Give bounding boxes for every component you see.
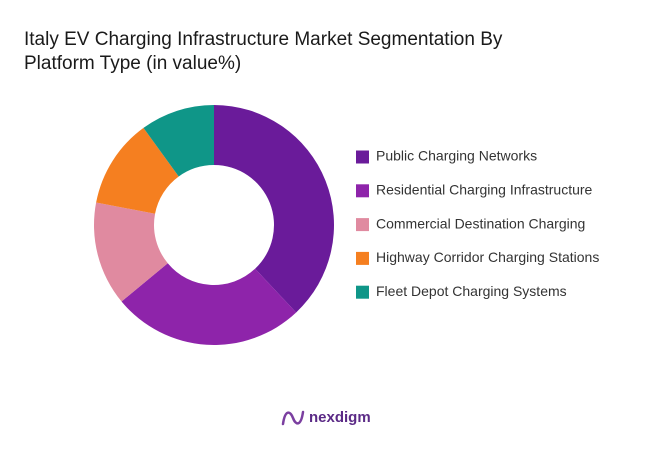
legend-label: Commercial Destination Charging [376,215,585,231]
logo-icon [281,410,305,426]
chart-title: Platform Type (in value%) [24,53,241,74]
legend-swatch [356,150,369,164]
legend-label: Highway Corridor Charging Stations [376,249,599,265]
donut-slice [94,202,168,302]
donut-slice [96,127,179,214]
legend-swatch [356,251,369,265]
legend-label: Fleet Depot Charging Systems [376,283,567,299]
legend: Public Charging Networks Residential Char… [356,148,599,299]
legend-label: Public Charging Networks [376,148,537,164]
legend-swatch [356,218,369,232]
legend-label: Residential Charging Infrastructure [376,182,593,198]
brand-name: nexdigm [309,409,371,426]
donut-slice [121,263,297,345]
donut [94,105,335,345]
chart-title: Italy EV Charging Infrastructure Market … [24,29,503,50]
legend-swatch [356,285,369,299]
legend-swatch [356,184,369,198]
brand-logo: nexdigm [281,409,371,426]
donut-slice [214,105,335,313]
donut-slice [143,105,214,177]
